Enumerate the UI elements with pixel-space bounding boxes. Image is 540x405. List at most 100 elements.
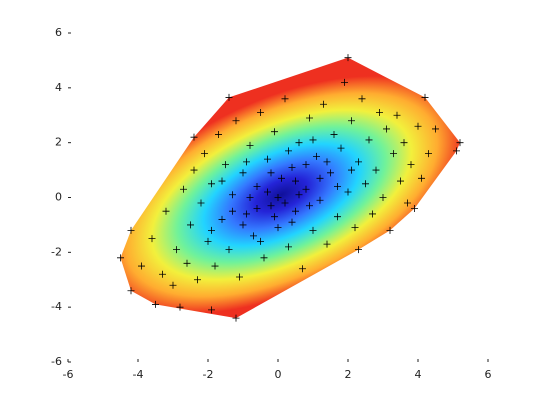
point <box>288 218 296 226</box>
point <box>253 204 261 212</box>
point <box>194 276 201 284</box>
point <box>288 163 296 171</box>
point <box>453 147 460 155</box>
point <box>337 144 345 152</box>
point <box>127 226 135 234</box>
point <box>239 221 247 229</box>
point <box>348 117 355 125</box>
point <box>400 139 408 147</box>
point <box>208 226 215 234</box>
point <box>358 95 366 103</box>
point <box>386 226 394 234</box>
axes: -6 -4 -2 0 2 4 6 -6 -4 -2 0 2 4 6 <box>51 26 491 381</box>
point <box>365 136 373 144</box>
point <box>239 169 247 177</box>
point <box>246 141 254 149</box>
point <box>432 125 439 133</box>
point <box>208 180 215 188</box>
point <box>243 210 250 218</box>
point <box>162 207 170 215</box>
point <box>334 213 341 221</box>
point <box>225 246 233 254</box>
x-tick-label: 0 <box>275 368 282 381</box>
point <box>418 174 425 182</box>
point <box>201 150 208 158</box>
point <box>292 177 299 185</box>
point <box>180 185 187 193</box>
point <box>295 191 303 199</box>
point <box>302 161 310 169</box>
point <box>148 235 156 243</box>
point <box>302 185 310 193</box>
point <box>222 161 229 169</box>
point <box>271 213 278 221</box>
point <box>215 130 222 138</box>
point <box>456 139 464 147</box>
point <box>204 237 212 245</box>
point <box>376 109 383 117</box>
point <box>229 207 236 215</box>
point <box>138 262 145 270</box>
point <box>313 152 320 160</box>
point <box>390 150 397 158</box>
point <box>292 207 299 215</box>
point <box>309 136 317 144</box>
point <box>267 202 275 210</box>
point <box>372 166 380 174</box>
point <box>341 78 348 86</box>
point <box>117 254 124 262</box>
point <box>334 183 341 191</box>
y-tick-label: 2 <box>55 136 62 149</box>
point <box>397 177 404 185</box>
point <box>295 139 303 147</box>
point <box>362 180 369 188</box>
point <box>190 166 198 174</box>
point <box>393 111 401 119</box>
point <box>316 196 324 204</box>
point <box>421 93 429 101</box>
point <box>278 174 285 182</box>
point <box>159 270 166 278</box>
point <box>285 147 292 155</box>
point <box>232 314 240 322</box>
x-tick-label: 2 <box>345 368 352 381</box>
point <box>379 194 387 201</box>
point <box>229 191 236 199</box>
point <box>176 303 184 311</box>
point <box>173 246 180 254</box>
x-tick-label: 6 <box>485 368 492 381</box>
point <box>253 183 261 191</box>
point <box>271 128 278 136</box>
point <box>425 150 432 158</box>
point <box>351 224 359 232</box>
y-tick-label: 6 <box>55 26 62 39</box>
point <box>407 161 415 169</box>
x-tick-label: -6 <box>63 368 74 381</box>
point <box>232 117 240 125</box>
x-tick-label: -2 <box>203 368 214 381</box>
point <box>264 188 271 196</box>
point <box>299 265 306 273</box>
y-tick-label: -6 <box>51 355 62 368</box>
y-tick-label: -4 <box>51 300 62 313</box>
point <box>323 240 331 248</box>
point <box>285 243 292 251</box>
y-tick-label: 4 <box>55 81 62 94</box>
point <box>383 125 390 133</box>
point <box>127 287 135 295</box>
point <box>197 199 205 207</box>
point <box>327 169 334 177</box>
point <box>348 166 355 174</box>
point <box>414 122 422 130</box>
y-tick-label: 0 <box>55 191 62 204</box>
point <box>187 221 194 229</box>
point <box>369 210 376 218</box>
point <box>257 237 264 245</box>
x-tick-label: 4 <box>415 368 422 381</box>
point <box>257 109 264 117</box>
point <box>246 194 254 201</box>
point <box>169 281 177 289</box>
point <box>344 188 352 196</box>
point <box>306 114 313 122</box>
